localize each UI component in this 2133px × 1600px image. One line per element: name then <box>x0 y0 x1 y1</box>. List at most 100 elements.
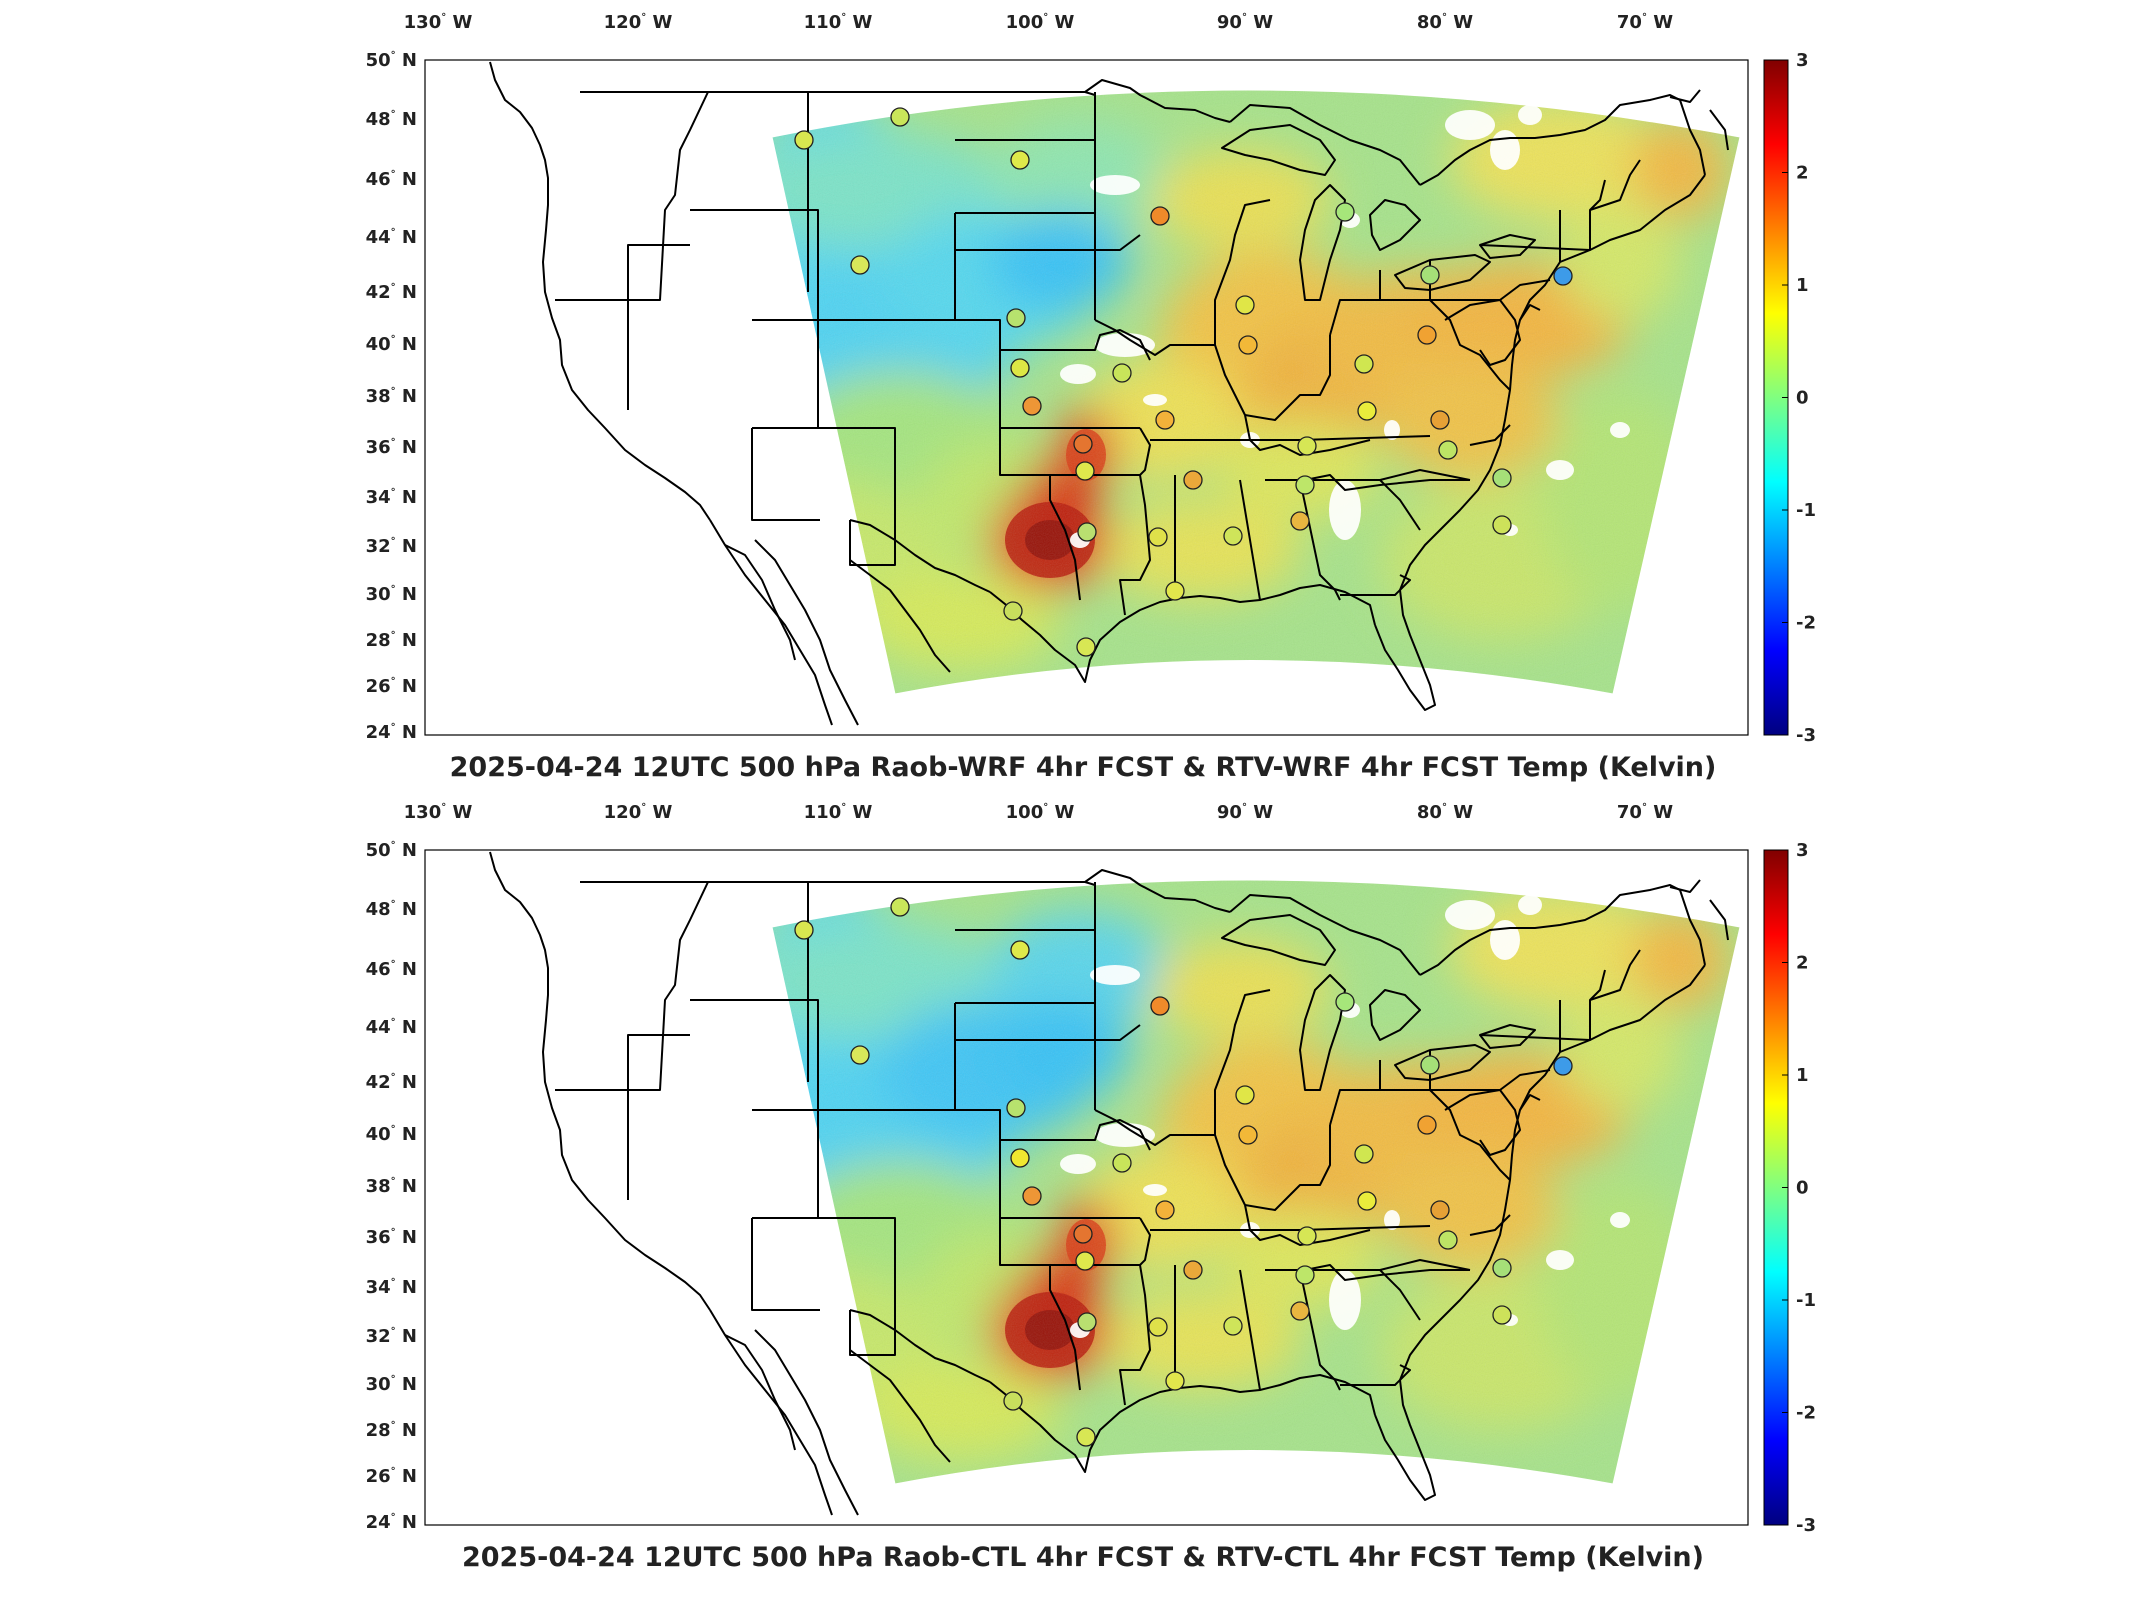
raob-station-marker <box>1010 150 1030 170</box>
colorbar-tick-label: -1 <box>1796 1290 1816 1311</box>
raob-station-marker <box>1183 1260 1203 1280</box>
raob-station-marker <box>1076 637 1096 657</box>
raob-station-marker <box>1003 601 1023 621</box>
latitude-tick-label: 38° N <box>366 1176 417 1197</box>
raob-station-marker <box>1010 940 1030 960</box>
raob-station-marker <box>850 255 870 275</box>
raob-station-marker <box>1235 295 1255 315</box>
longitude-tick-label: 90° W <box>1217 12 1273 33</box>
raob-station-marker <box>1438 1230 1458 1250</box>
raob-station-marker <box>1297 436 1317 456</box>
colorbar: 3 2 1 0 -1 -2 -3 <box>1763 840 1816 1536</box>
colorbar: 3 2 1 0 -1 -2 -3 <box>1763 50 1816 746</box>
colorbar-tick-label: -3 <box>1796 725 1816 746</box>
raob-station-marker <box>1438 440 1458 460</box>
raob-station-marker <box>1003 1391 1023 1411</box>
latitude-tick-label: 34° N <box>366 487 417 508</box>
latitude-tick-label: 30° N <box>366 584 417 605</box>
raob-stations <box>794 897 1573 1447</box>
latitude-tick-label: 40° N <box>366 1124 417 1145</box>
colorbar-tick-label: -2 <box>1796 613 1816 634</box>
longitude-tick-label: 100° W <box>1006 12 1075 33</box>
latitude-tick-label: 50° N <box>366 50 417 71</box>
raob-station-marker <box>1077 1312 1097 1332</box>
raob-station-marker <box>1238 335 1258 355</box>
longitude-tick-label: 120° W <box>604 12 673 33</box>
bottom-map-panel: 130° W 120° W 110° W 100° W 90° W 80° W 70° W 5… <box>0 790 2133 1590</box>
raob-station-marker <box>1420 265 1440 285</box>
temperature-difference-field <box>772 880 1740 1484</box>
raob-station-marker <box>1553 1056 1573 1076</box>
raob-station-marker <box>1290 1301 1310 1321</box>
colorbar-tick-label: -1 <box>1796 500 1816 521</box>
longitude-tick-label: 80° W <box>1417 12 1473 33</box>
raob-station-marker <box>1150 996 1170 1016</box>
raob-station-marker <box>1492 1258 1512 1278</box>
raob-station-marker <box>1238 1125 1258 1145</box>
raob-station-marker <box>1335 992 1355 1012</box>
longitude-ticks: 130° W 120° W 110° W 100° W 90° W 80° W 70° W <box>404 12 1674 33</box>
colorbar-tick-label: 2 <box>1796 163 1809 184</box>
latitude-tick-label: 34° N <box>366 1277 417 1298</box>
colorbar-tick-label: 1 <box>1796 1065 1809 1086</box>
raob-station-marker <box>794 920 814 940</box>
latitude-tick-label: 42° N <box>366 282 417 303</box>
colorbar-tick-label: 0 <box>1796 388 1809 409</box>
state-boundaries <box>489 851 1729 1516</box>
latitude-tick-label: 44° N <box>366 1017 417 1038</box>
raob-station-marker <box>1430 410 1450 430</box>
raob-station-marker <box>1148 527 1168 547</box>
longitude-tick-label: 110° W <box>804 802 873 823</box>
map-figure: 130° W 120° W 110° W 100° W 90° W 80° W 70° W 5… <box>366 12 1816 783</box>
raob-station-marker <box>1354 1144 1374 1164</box>
raob-station-marker <box>1006 308 1026 328</box>
latitude-tick-label: 50° N <box>366 840 417 861</box>
raob-station-marker <box>1430 1200 1450 1220</box>
latitude-tick-label: 46° N <box>366 959 417 980</box>
latitude-tick-label: 38° N <box>366 386 417 407</box>
raob-stations <box>794 107 1573 657</box>
latitude-tick-label: 48° N <box>366 109 417 130</box>
raob-station-marker <box>1022 396 1042 416</box>
raob-station-marker <box>794 130 814 150</box>
raob-station-marker <box>890 107 910 127</box>
longitude-tick-label: 110° W <box>804 12 873 33</box>
latitude-tick-label: 44° N <box>366 227 417 248</box>
longitude-tick-label: 80° W <box>1417 802 1473 823</box>
raob-station-marker <box>1022 1186 1042 1206</box>
latitude-tick-label: 36° N <box>366 437 417 458</box>
latitude-tick-label: 28° N <box>366 1420 417 1441</box>
raob-station-marker <box>1357 401 1377 421</box>
raob-station-marker <box>1076 1427 1096 1447</box>
latitude-tick-label: 32° N <box>366 1326 417 1347</box>
raob-station-marker <box>1235 1085 1255 1105</box>
raob-station-marker <box>1223 1316 1243 1336</box>
raob-station-marker <box>1354 354 1374 374</box>
panel-title: 2025-04-24 12UTC 500 hPa Raob-CTL 4hr FC… <box>462 1542 1704 1573</box>
colorbar-tick-label: -2 <box>1796 1403 1816 1424</box>
raob-station-marker <box>1357 1191 1377 1211</box>
raob-station-marker <box>1073 434 1093 454</box>
colorbar-tick-label: 0 <box>1796 1178 1809 1199</box>
raob-station-marker <box>1165 581 1185 601</box>
raob-station-marker <box>1148 1317 1168 1337</box>
longitude-tick-label: 130° W <box>404 802 473 823</box>
colorbar-tick-label: 3 <box>1796 50 1809 71</box>
raob-station-marker <box>1112 1153 1132 1173</box>
colorbar-tick-label: 3 <box>1796 840 1809 861</box>
latitude-ticks: 50° N 48° N 46° N 44° N 42° N 40° N 38° N 36° N… <box>366 50 417 743</box>
panel-title: 2025-04-24 12UTC 500 hPa Raob-WRF 4hr FC… <box>450 752 1717 783</box>
latitude-tick-label: 46° N <box>366 169 417 190</box>
latitude-tick-label: 42° N <box>366 1072 417 1093</box>
raob-station-marker <box>1155 1200 1175 1220</box>
raob-station-marker <box>1295 1265 1315 1285</box>
longitude-ticks: 130° W 120° W 110° W 100° W 90° W 80° W 70° W <box>404 802 1674 823</box>
raob-station-marker <box>1297 1226 1317 1246</box>
raob-station-marker <box>1155 410 1175 430</box>
raob-station-marker <box>1290 511 1310 531</box>
raob-station-marker <box>1335 202 1355 222</box>
latitude-tick-label: 26° N <box>366 676 417 697</box>
raob-station-marker <box>1075 461 1095 481</box>
longitude-tick-label: 70° W <box>1617 12 1673 33</box>
top-map-panel: 130° W 120° W 110° W 100° W 90° W 80° W 70° W 5… <box>366 12 1816 783</box>
